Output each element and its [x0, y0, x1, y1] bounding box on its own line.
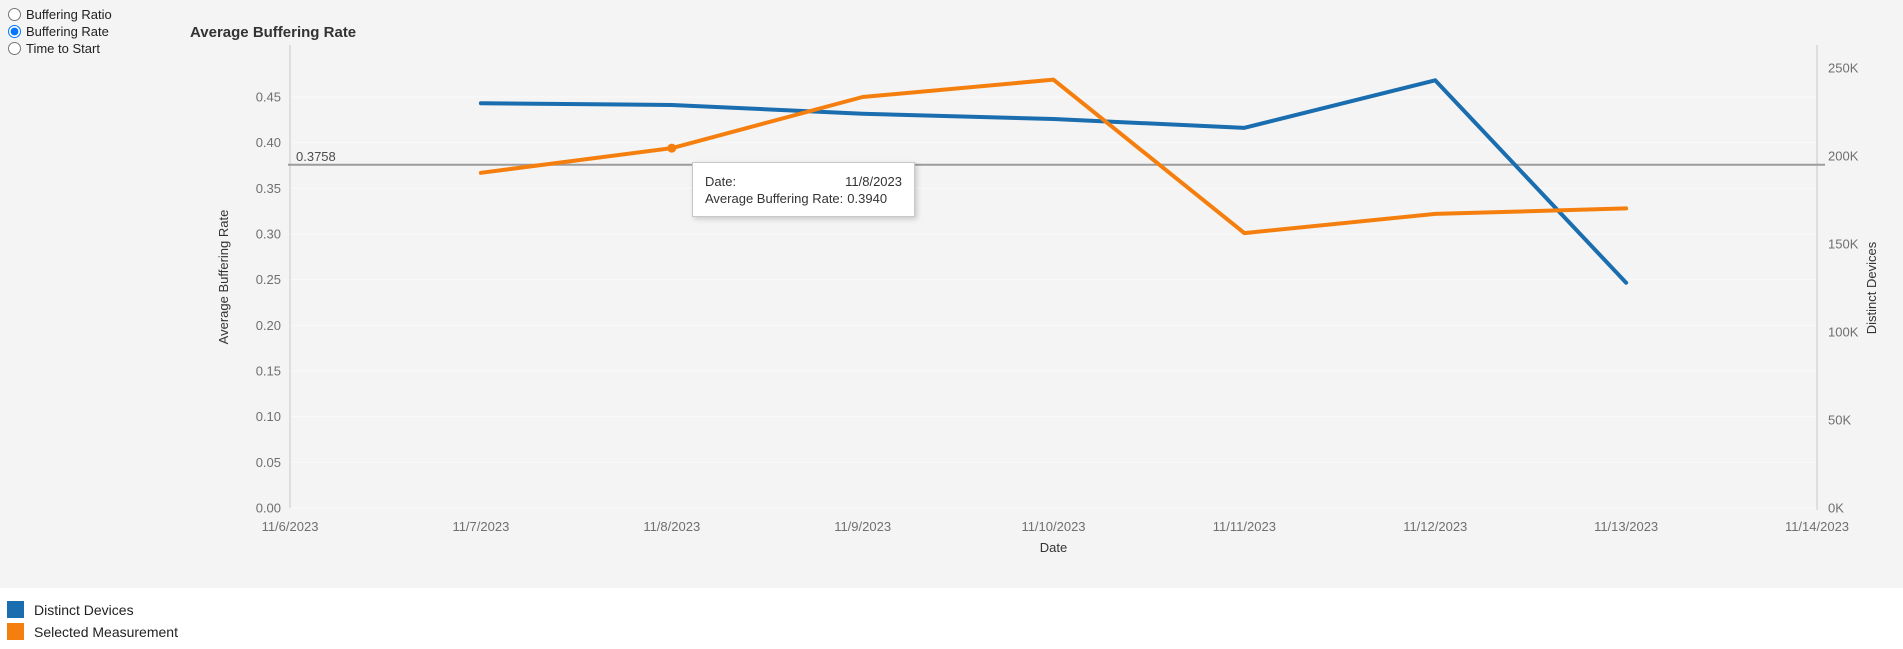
tooltip-measure-label: Average Buffering Rate: [705, 191, 844, 206]
legend-item-selected-measurement[interactable]: Selected Measurement [7, 623, 178, 640]
x-axis-tick-label: 11/12/2023 [1403, 519, 1467, 534]
right-axis-tick-label: 100K [1828, 325, 1859, 340]
right-axis-tick-label: 200K [1828, 149, 1859, 164]
radio-option-buffering-rate[interactable]: Buffering Rate [8, 23, 112, 40]
series-line-distinct-devices[interactable] [478, 78, 1629, 285]
legend-item-distinct-devices[interactable]: Distinct Devices [7, 601, 178, 618]
left-axis-tick-label: 0.00 [256, 501, 281, 516]
radio-option-buffering-ratio[interactable]: Buffering Ratio [8, 6, 112, 23]
radio-option-time-to-start[interactable]: Time to Start [8, 40, 112, 57]
x-axis-tick-label: 11/10/2023 [1021, 519, 1085, 534]
x-axis-tick-label: 11/14/2023 [1785, 519, 1849, 534]
left-axis-title: Average Buffering Rate [216, 210, 231, 345]
right-axis-title: Distinct Devices [1864, 241, 1879, 334]
chart-title: Average Buffering Rate [190, 24, 357, 41]
right-axis-tick-label: 250K [1828, 61, 1859, 76]
x-axis-tick-label: 11/11/2023 [1213, 519, 1276, 534]
x-axis-tick-label: 11/9/2023 [834, 519, 891, 534]
tooltip-date-label: Date: [705, 174, 737, 189]
left-axis-tick-label: 0.35 [256, 181, 281, 196]
left-axis-tick-label: 0.30 [256, 227, 281, 242]
x-axis-title: Date [1040, 540, 1067, 555]
reference-line-label: 0.3758 [296, 149, 336, 164]
tooltip: Date: 11/8/2023 Average Buffering Rate: … [692, 162, 915, 217]
x-axis-tick-label: 11/13/2023 [1594, 519, 1658, 534]
left-axis-tick-label: 0.20 [256, 318, 281, 333]
radio-label: Buffering Ratio [26, 7, 112, 22]
x-axis-tick-label: 11/7/2023 [452, 519, 509, 534]
right-axis-tick-label: 0K [1828, 501, 1844, 516]
legend-swatch-selected-measurement [7, 623, 24, 640]
x-axis-tick-label: 11/8/2023 [643, 519, 700, 534]
left-axis-tick-label: 0.05 [256, 455, 281, 470]
legend-swatch-distinct-devices [7, 601, 24, 618]
left-axis-tick-label: 0.25 [256, 272, 281, 287]
right-axis-tick-label: 50K [1828, 413, 1851, 428]
left-axis-tick-label: 0.40 [256, 135, 281, 150]
left-axis-tick-label: 0.15 [256, 364, 281, 379]
radio-label: Time to Start [26, 41, 100, 56]
chart-panel [0, 0, 1903, 588]
time-to-start-radio[interactable] [8, 42, 21, 55]
buffering-rate-radio[interactable] [8, 25, 21, 38]
tooltip-date-value: 11/8/2023 [845, 174, 902, 189]
legend: Distinct Devices Selected Measurement [7, 601, 178, 640]
tooltip-row-date: Date: 11/8/2023 [705, 173, 902, 190]
right-axis-tick-label: 150K [1828, 237, 1859, 252]
measurement-selector: Buffering Ratio Buffering Rate Time to S… [8, 6, 112, 57]
tooltip-row-measure: Average Buffering Rate: 0.3940 [705, 190, 902, 207]
legend-label-distinct-devices: Distinct Devices [34, 601, 134, 618]
buffering-ratio-radio[interactable] [8, 8, 21, 21]
tooltip-measure-value: 0.3940 [847, 191, 888, 206]
legend-label-selected-measurement: Selected Measurement [34, 623, 178, 640]
highlighted-point-marker[interactable] [667, 143, 677, 153]
x-axis-tick-label: 11/6/2023 [262, 519, 319, 534]
left-axis-tick-label: 0.45 [256, 90, 281, 105]
radio-label: Buffering Rate [26, 24, 109, 39]
chart-plot: 0.00 0.05 0.10 0.15 0.20 0.25 0.30 0.35 0.40 0.45… [216, 45, 1879, 555]
left-axis-tick-label: 0.10 [256, 409, 281, 424]
